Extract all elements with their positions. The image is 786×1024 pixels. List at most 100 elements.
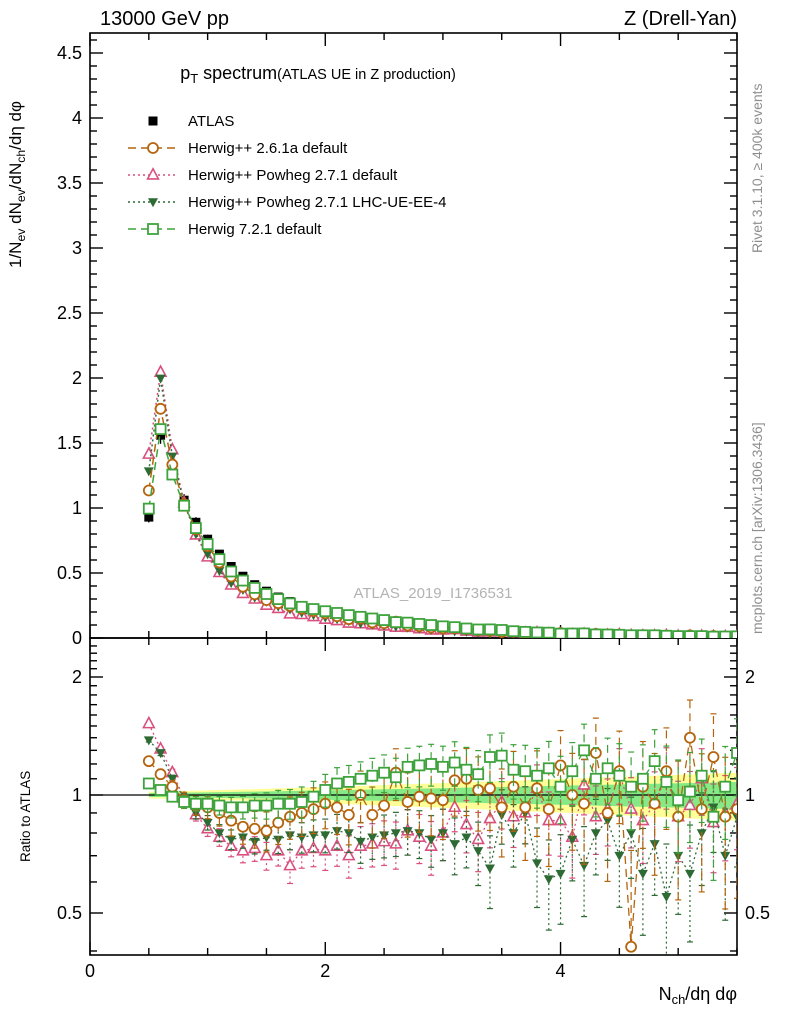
data-marker bbox=[401, 796, 414, 808]
data-marker bbox=[259, 847, 274, 861]
data-marker bbox=[390, 829, 401, 839]
data-marker bbox=[589, 772, 602, 785]
data-marker bbox=[296, 833, 307, 843]
data-marker bbox=[472, 768, 485, 781]
data-marker bbox=[684, 785, 696, 798]
tick-label: 1 bbox=[745, 785, 755, 805]
data-marker bbox=[143, 467, 154, 477]
legend-item: ATLAS bbox=[148, 113, 234, 130]
data-marker bbox=[471, 831, 485, 845]
data-marker bbox=[148, 116, 158, 126]
legend-label: Herwig 7.2.1 default bbox=[188, 221, 322, 238]
data-marker bbox=[401, 616, 414, 629]
data-marker bbox=[248, 799, 261, 812]
data-marker bbox=[202, 550, 213, 560]
data-marker bbox=[626, 829, 637, 839]
data-marker bbox=[554, 780, 567, 793]
data-marker bbox=[236, 843, 250, 856]
ratio-series-herwig-7-2-1-default bbox=[142, 718, 737, 881]
data-marker bbox=[166, 790, 179, 803]
data-marker bbox=[260, 824, 273, 837]
data-marker bbox=[731, 747, 737, 759]
data-marker bbox=[555, 869, 566, 879]
rivet-version-note: Rivet 3.1.10, ≥ 400k events bbox=[749, 83, 765, 253]
data-marker bbox=[331, 777, 343, 790]
data-marker bbox=[425, 758, 438, 770]
data-marker bbox=[532, 859, 543, 869]
data-marker bbox=[366, 769, 379, 782]
legend-label: Herwig++ 2.6.1a default bbox=[188, 140, 348, 157]
data-marker bbox=[425, 619, 438, 631]
data-marker bbox=[684, 731, 696, 744]
data-marker bbox=[495, 801, 508, 814]
legend-item: Herwig++ Powheg 2.7.1 default bbox=[128, 167, 398, 184]
x-axis-label: Nch/dη dφ bbox=[659, 984, 737, 1007]
data-marker bbox=[519, 801, 532, 814]
legend-item: Herwig++ 2.6.1a default bbox=[128, 140, 348, 157]
data-marker bbox=[554, 627, 567, 638]
tick-label: 2 bbox=[745, 667, 755, 687]
data-marker bbox=[283, 857, 297, 871]
data-marker bbox=[307, 790, 320, 803]
data-marker bbox=[578, 744, 590, 757]
legend: ATLAS Herwig++ 2.6.1a default Herwig++ Pow… bbox=[128, 113, 446, 238]
data-marker bbox=[154, 784, 167, 796]
data-marker bbox=[507, 763, 520, 776]
y-axis-label: 1/Nev dNev/dNch/dη dφ bbox=[6, 101, 28, 268]
tick-label: 1 bbox=[72, 785, 82, 805]
data-marker bbox=[189, 522, 202, 534]
data-marker bbox=[319, 784, 332, 796]
data-marker bbox=[695, 769, 708, 782]
data-marker bbox=[566, 765, 579, 778]
tick-label: 0 bbox=[72, 628, 82, 648]
data-marker bbox=[731, 803, 737, 816]
axis-ticks bbox=[89, 33, 738, 955]
data-marker bbox=[448, 621, 461, 634]
data-marker bbox=[414, 829, 425, 839]
data-marker bbox=[648, 755, 661, 768]
data-marker bbox=[295, 796, 308, 808]
data-marker bbox=[484, 751, 496, 763]
data-marker bbox=[343, 829, 354, 839]
data-marker bbox=[542, 626, 555, 638]
data-marker bbox=[342, 808, 355, 821]
data-marker bbox=[589, 628, 602, 638]
data-marker bbox=[437, 760, 449, 773]
data-marker bbox=[167, 774, 178, 784]
data-marker bbox=[167, 452, 178, 462]
data-marker bbox=[378, 766, 390, 779]
data-marker bbox=[519, 765, 532, 778]
data-marker bbox=[189, 797, 202, 810]
data-marker bbox=[389, 836, 403, 849]
data-marker bbox=[154, 402, 167, 415]
tick-label: 4 bbox=[556, 961, 566, 981]
data-marker bbox=[367, 833, 378, 843]
data-marker bbox=[495, 624, 508, 636]
tick-label: 1 bbox=[72, 498, 82, 518]
data-marker bbox=[143, 736, 154, 746]
data-marker bbox=[155, 749, 166, 759]
data-marker bbox=[331, 607, 343, 619]
data-marker bbox=[695, 630, 708, 638]
tick-label: 1.5 bbox=[57, 433, 82, 453]
series-herwig-7-2-1-default bbox=[142, 423, 737, 638]
series-atlas bbox=[144, 426, 737, 638]
tick-label: 2 bbox=[72, 368, 82, 388]
legend-label: Herwig++ Powheg 2.7.1 LHC-UE-EE-4 bbox=[188, 194, 446, 211]
data-marker bbox=[260, 588, 273, 600]
tick-label: 3 bbox=[72, 238, 82, 258]
data-marker bbox=[237, 801, 249, 814]
data-marker bbox=[542, 803, 555, 816]
data-marker bbox=[225, 565, 238, 578]
header-process: Z (Drell-Yan) bbox=[624, 8, 737, 30]
data-marker bbox=[707, 630, 720, 638]
series-herwig-2-6-1a-default bbox=[142, 402, 737, 638]
data-marker bbox=[625, 940, 638, 953]
data-marker bbox=[601, 628, 614, 638]
data-marker bbox=[307, 603, 320, 615]
data-marker bbox=[330, 838, 344, 851]
data-marker bbox=[306, 840, 321, 854]
data-marker bbox=[155, 374, 166, 384]
data-marker bbox=[214, 829, 225, 839]
data-marker bbox=[342, 775, 355, 788]
